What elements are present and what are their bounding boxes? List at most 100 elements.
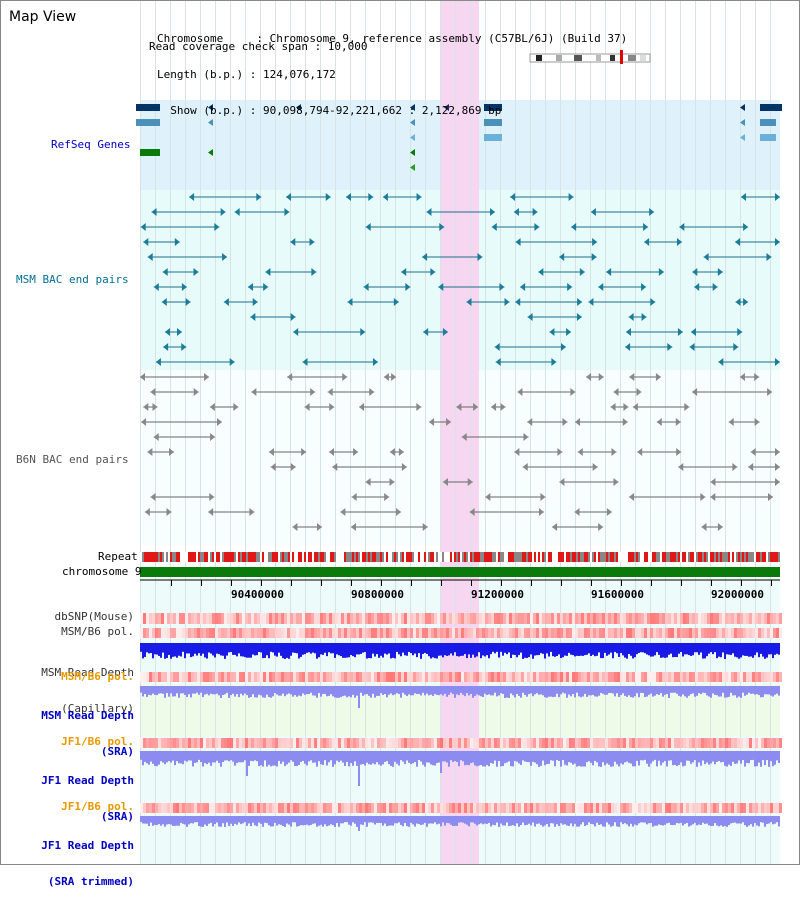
- depth-bar: [250, 816, 252, 827]
- pol-cell: [245, 628, 248, 638]
- depth-bar: [370, 751, 372, 765]
- pol-cell: [767, 803, 770, 813]
- depth-bar: [408, 816, 410, 827]
- depth-bar: [602, 643, 604, 659]
- refseq-label[interactable]: RefSeq Genes: [51, 138, 131, 151]
- depth-bar: [750, 686, 752, 694]
- depth-bar: [440, 816, 442, 827]
- depth-bar: [368, 643, 370, 659]
- depth-bar: [760, 751, 762, 767]
- pol-cell: [707, 803, 710, 813]
- depth-bar: [700, 643, 702, 653]
- depth-bar: [448, 686, 450, 695]
- depth-bar: [430, 816, 432, 824]
- pol-cell: [602, 613, 605, 624]
- pol-cell: [386, 738, 389, 748]
- depth-bar: [716, 686, 718, 696]
- repeat-cell: [436, 552, 438, 562]
- bac-end-marker: [181, 343, 187, 351]
- pol-cell: [224, 738, 227, 748]
- repeat-cell: [156, 552, 158, 562]
- pol-cell: [335, 628, 338, 638]
- depth-bar: [230, 816, 232, 824]
- pol-cell: [536, 613, 539, 624]
- depth-bar: [258, 816, 260, 823]
- pol-cell: [644, 628, 647, 638]
- repeat-cell: [748, 552, 750, 562]
- depth-bar: [714, 643, 716, 653]
- repeat-cell: [572, 552, 574, 562]
- bac-end-marker: [325, 193, 331, 201]
- depth-bar: [504, 643, 506, 653]
- pol-cell: [320, 738, 323, 748]
- pol-cell: [749, 738, 752, 748]
- bac-end-marker: [163, 343, 169, 351]
- depth-bar: [474, 686, 476, 697]
- repeat-cell: [164, 552, 166, 562]
- msm-depth-cap-line2: (Capillary): [61, 702, 134, 715]
- pol-cell: [326, 628, 329, 638]
- pol-cell: [656, 672, 659, 682]
- depth-bar: [614, 643, 616, 652]
- pol-cell: [272, 738, 275, 748]
- depth-bar: [468, 643, 470, 655]
- depth-bar: [748, 751, 750, 764]
- bac-end-marker: [263, 283, 269, 291]
- depth-bar: [654, 643, 656, 656]
- depth-bar: [284, 643, 286, 659]
- pol-cell: [620, 613, 623, 624]
- repeat-cell: [446, 552, 448, 562]
- pol-cell: [575, 738, 578, 748]
- pol-cell: [359, 628, 362, 638]
- depth-bar: [478, 686, 480, 696]
- depth-bar: [686, 751, 688, 761]
- pol-cell: [419, 628, 422, 638]
- repeat-cell: [282, 552, 284, 562]
- pol-cell: [578, 613, 581, 624]
- pol-cell: [671, 738, 674, 748]
- pol-cell: [404, 803, 407, 813]
- depth-bar: [752, 816, 754, 827]
- pol-cell: [407, 628, 410, 638]
- pol-cell: [374, 628, 377, 638]
- depth-bar: [296, 643, 298, 654]
- bac-end-marker: [353, 448, 359, 456]
- pol-cell: [521, 613, 524, 624]
- depth-bar: [628, 686, 630, 696]
- repeat-cell: [174, 552, 176, 562]
- depth-bar: [472, 686, 474, 698]
- depth-bar: [520, 751, 522, 765]
- refseq-gene-arrow: [208, 149, 213, 156]
- bac-end-marker: [466, 298, 472, 306]
- depth-bar: [392, 816, 394, 826]
- bac-end-marker: [735, 298, 741, 306]
- refseq-gene: [136, 104, 160, 111]
- pol-cell: [191, 628, 194, 638]
- pol-cell: [176, 628, 179, 638]
- pol-cell: [749, 613, 752, 624]
- pol-cell: [293, 672, 296, 682]
- depth-bar: [582, 643, 584, 656]
- depth-bar: [140, 643, 142, 652]
- bac-end-marker: [396, 508, 402, 516]
- pol-cell: [650, 613, 653, 624]
- pol-cell: [773, 672, 776, 682]
- depth-bar: [314, 751, 316, 763]
- depth-bar: [766, 686, 768, 695]
- depth-bar: [232, 686, 234, 694]
- pol-cell: [293, 738, 296, 748]
- pol-cell: [410, 672, 413, 682]
- bac-end-marker: [151, 208, 157, 216]
- depth-bar: [454, 643, 456, 653]
- depth-bar: [484, 686, 486, 694]
- pol-cell: [206, 738, 209, 748]
- repeat-cell: [176, 552, 178, 562]
- bac-end-marker: [692, 388, 698, 396]
- depth-bar: [152, 816, 154, 826]
- msm-bac-label[interactable]: MSM BAC end pairs: [16, 273, 129, 286]
- pol-cell: [188, 738, 191, 748]
- pol-cell: [317, 628, 320, 638]
- b6n-bac-label[interactable]: B6N BAC end pairs: [16, 453, 129, 466]
- depth-bar: [256, 816, 258, 827]
- depth-bar: [262, 643, 264, 659]
